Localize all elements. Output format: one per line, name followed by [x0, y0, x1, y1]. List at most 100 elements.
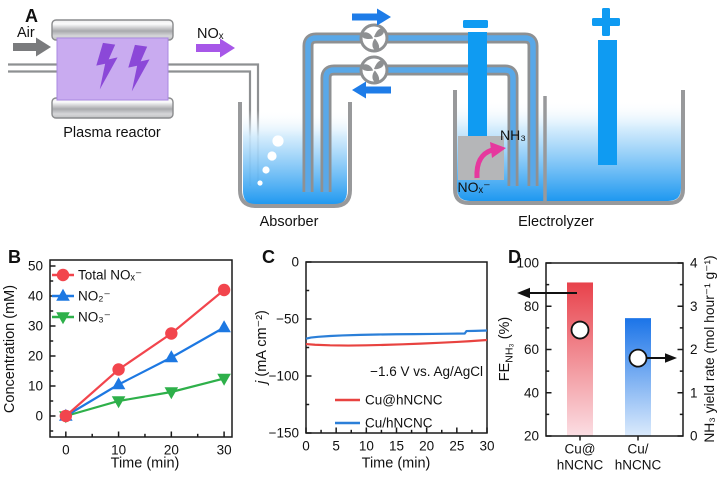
data-marker	[56, 268, 70, 282]
bubble	[257, 180, 263, 186]
panel-c-xlabel: Time (min)	[362, 456, 431, 472]
fe-bar	[625, 318, 651, 436]
plot-frame	[49, 259, 233, 438]
fe-label-sub: NH₃	[504, 343, 516, 362]
series-line	[65, 377, 225, 418]
flow-arrow-right-icon	[352, 8, 391, 26]
cathode-bar	[468, 32, 487, 138]
fe-label-main: FE	[497, 362, 513, 381]
anode-plus-icon	[602, 8, 610, 36]
data-marker	[217, 320, 231, 333]
legend-label: Cu/hNCNC	[365, 416, 433, 431]
category-label: Cu/	[627, 442, 648, 457]
data-marker	[56, 312, 70, 325]
x-tick-label: 25	[449, 439, 464, 454]
y-tick-label: −100	[269, 369, 299, 384]
data-marker	[111, 377, 126, 390]
series-line	[65, 289, 225, 417]
category-label: hNCNC	[557, 458, 604, 473]
absorber-label: Absorber	[260, 214, 319, 230]
plasma-reactor-label: Plasma reactor	[63, 125, 161, 141]
nox-label: NOₓ	[197, 26, 224, 42]
data-marker	[164, 387, 179, 400]
panel-c-ylabel-unit: (mA cm⁻²)	[254, 310, 270, 380]
left-tick-label: 80	[524, 299, 539, 314]
bubble	[272, 135, 284, 147]
x-tick-label: 5	[332, 439, 340, 454]
electrolyzer-label: Electrolyzer	[518, 214, 594, 230]
panel-b-xlabel: Time (min)	[111, 456, 180, 472]
reactor-top-cap	[51, 19, 174, 41]
bubble	[262, 166, 270, 174]
right-tick-label: 3	[690, 299, 698, 314]
panel-b-label: B	[8, 247, 21, 267]
lightning-icon	[96, 42, 118, 90]
right-tick-label: 1	[690, 385, 698, 400]
left-tick-label: 100	[516, 256, 539, 271]
panel-b-chart: 0 10 20 30 40 50 0 10 20 30 Total NOₓ⁻ NO₂⁻ NO₃⁻ B C…	[2, 247, 233, 472]
x-tick-label: 0	[62, 443, 70, 458]
data-marker	[112, 363, 125, 376]
x-tick-label: 30	[479, 439, 494, 454]
x-tick-label: 30	[217, 443, 232, 458]
bubble	[267, 151, 277, 161]
panel-c-ylabel-j: j	[254, 380, 270, 386]
right-tick-label: 2	[690, 342, 698, 357]
data-marker	[56, 288, 70, 301]
circulation-tube-bottom-liquid	[323, 67, 516, 192]
category-label: hNCNC	[615, 458, 662, 473]
legend-label: Cu@hNCNC	[365, 393, 443, 408]
panel-a-label: A	[25, 6, 38, 26]
panel-c-label: C	[262, 247, 275, 267]
data-marker	[111, 396, 126, 409]
reactor-bottom-cap	[51, 97, 174, 119]
series-line	[65, 326, 225, 417]
y-tick-label: 0	[35, 409, 43, 424]
plot-frame	[545, 262, 684, 437]
y-tick-label: 0	[291, 255, 299, 270]
flow-arrow-left-icon	[352, 81, 391, 99]
yield-axis-arrow-icon	[647, 353, 677, 363]
y-tick-label: 40	[28, 289, 43, 304]
nox-minus-label: NOₓ⁻	[458, 179, 491, 195]
pump-icon	[359, 55, 389, 85]
legend-label: NO₃⁻	[78, 310, 111, 325]
legend-label: Total NOₓ⁻	[78, 268, 142, 283]
anode-bar	[598, 40, 617, 165]
left-tick-label: 40	[524, 385, 539, 400]
nh3-label: NH₃	[500, 127, 526, 143]
air-label: Air	[17, 25, 35, 41]
panel-d-label: D	[508, 247, 521, 267]
fe-bar	[567, 282, 593, 436]
y-tick-label: −50	[276, 312, 299, 327]
data-marker	[217, 373, 231, 386]
x-tick-label: 15	[389, 439, 404, 454]
x-tick-label: 20	[164, 443, 179, 458]
nh3-arrow	[474, 147, 493, 179]
category-label: Cu@	[565, 442, 596, 457]
nh3-arrowhead-icon	[490, 142, 506, 158]
panel-b-ylabel: Concentration (mM)	[2, 285, 18, 413]
circulation-tube-top-liquid	[305, 35, 536, 192]
y-tick-label: 10	[28, 379, 43, 394]
absorber-beaker	[238, 102, 352, 208]
cathode-minus-icon	[463, 20, 488, 28]
air-arrow-icon	[13, 37, 51, 57]
lightning-icon	[128, 44, 150, 92]
x-tick-label: 0	[302, 439, 310, 454]
data-marker	[164, 350, 179, 363]
nox-arrow-icon	[196, 38, 235, 58]
right-tick-label: 4	[690, 256, 698, 271]
legend-label: NO₂⁻	[78, 289, 111, 304]
yield-marker	[628, 348, 648, 368]
data-marker	[165, 327, 178, 340]
data-marker	[217, 283, 231, 297]
y-tick-label: 20	[28, 349, 43, 364]
panel-d-ylabel-right: NH₃ yield rate (mol hour⁻¹ g⁻¹)	[702, 255, 717, 442]
pump-icon	[359, 23, 389, 53]
y-tick-label: −150	[269, 426, 299, 441]
panel-a-diagram: A Air NOₓ Plasma reactor Absorber Electr…	[8, 6, 685, 230]
